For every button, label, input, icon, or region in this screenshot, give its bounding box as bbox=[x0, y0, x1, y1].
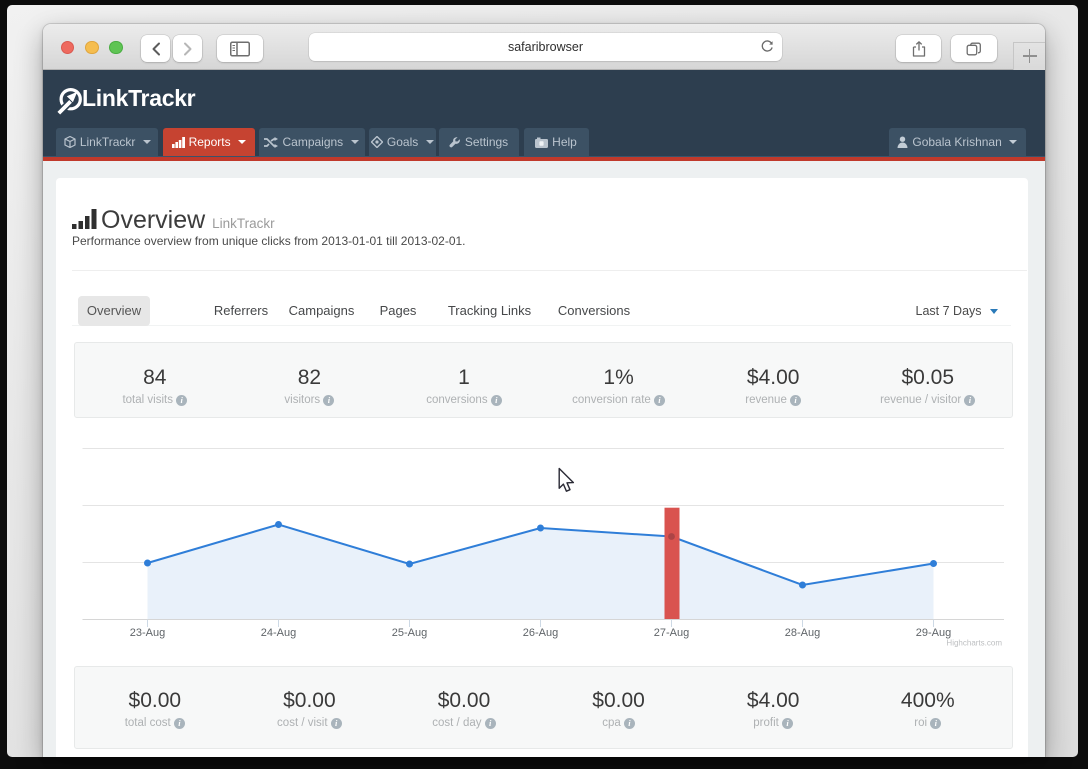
svg-text:27-Aug: 27-Aug bbox=[654, 627, 689, 639]
svg-text:29-Aug: 29-Aug bbox=[916, 627, 951, 639]
svg-text:Highcharts.com: Highcharts.com bbox=[946, 638, 1002, 647]
svg-text:28-Aug: 28-Aug bbox=[785, 627, 820, 639]
svg-text:25-Aug: 25-Aug bbox=[392, 627, 427, 639]
svg-text:23-Aug: 23-Aug bbox=[130, 627, 165, 639]
svg-text:24-Aug: 24-Aug bbox=[261, 627, 296, 639]
svg-text:26-Aug: 26-Aug bbox=[523, 627, 558, 639]
